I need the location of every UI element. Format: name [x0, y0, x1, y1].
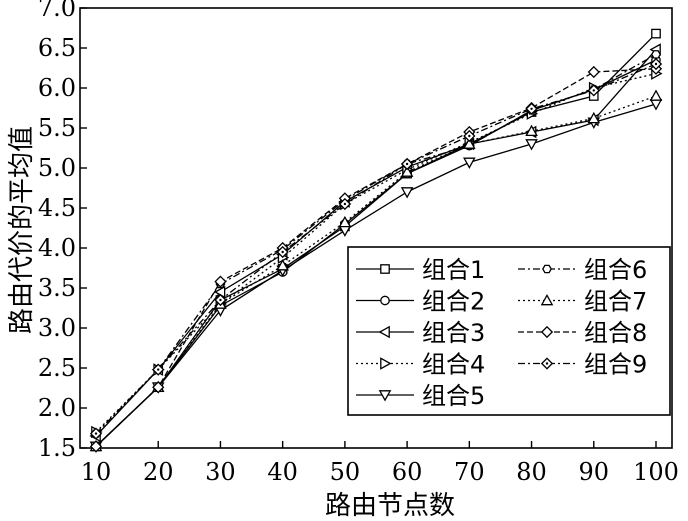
series-layer: [89, 28, 663, 453]
series-8-point: [152, 381, 165, 394]
series-9-point-center: [530, 107, 533, 111]
legend-item: 组合5: [356, 382, 485, 410]
legend-marker-center: [545, 362, 549, 365]
y-tick-label: 6.0: [38, 74, 76, 102]
x-tick-label: 70: [454, 458, 485, 486]
series-7-point: [525, 124, 538, 137]
y-tick-label: 5.5: [38, 114, 76, 142]
series-9-line: [95, 63, 657, 435]
legend-label: 组合4: [422, 351, 485, 379]
series-9-point-center: [94, 432, 98, 435]
series-9-point-center: [405, 162, 409, 166]
legend-label: 组合9: [584, 351, 647, 379]
series-6-point: [651, 50, 661, 59]
legend-item: 组合2: [356, 288, 485, 316]
series-8-point: [214, 275, 227, 288]
y-tick-label: 4.0: [38, 234, 76, 262]
legend-label: 组合2: [422, 288, 485, 316]
series-6-line: [95, 53, 657, 435]
y-axis: 1.5 2.0 2.5 3.0 3.5 4.0 4.5 5.0 5.5 6.0 6.5 7.0: [38, 0, 87, 462]
plot-frame: [79, 7, 673, 449]
legend-item: 组合7: [518, 288, 647, 316]
legend-item: 组合9: [518, 351, 647, 379]
legend-marker: [540, 325, 554, 339]
series-7-point: [463, 137, 476, 149]
series-1-point: [651, 28, 661, 39]
series-9-point-center: [343, 202, 347, 206]
series-9-point-center: [281, 250, 284, 254]
x-tick-label: 30: [205, 458, 236, 486]
legend-item: 组合6: [518, 256, 647, 284]
y-tick-label: 3.5: [38, 274, 76, 302]
legend-item: 组合8: [518, 319, 647, 347]
legend-marker: [380, 357, 392, 370]
legend-label: 组合6: [584, 256, 647, 284]
legend: 组合1 组合2 组合3 组合4 组合5 组合6 组合7 组合8 组合9: [347, 246, 671, 416]
series-1-line: [95, 33, 657, 447]
legend-marker: [378, 325, 390, 339]
x-tick-label: 10: [81, 458, 112, 486]
series-9: [89, 57, 663, 440]
x-tick-label: 60: [392, 458, 423, 486]
legend-item: 组合3: [356, 319, 485, 347]
series-8-point: [89, 440, 103, 453]
y-tick-label: 2.5: [38, 354, 76, 382]
y-tick-label: 7.0: [38, 0, 76, 22]
y-axis-title: 路由代价的平均值: [7, 126, 37, 334]
series-7-point: [587, 111, 601, 124]
series-5-point: [463, 157, 476, 169]
series-9-point-center: [219, 298, 222, 302]
legend-marker: [542, 264, 552, 274]
x-tick-label: 90: [579, 458, 610, 486]
x-axis: 10 20 30 40 50 60 70 80 90 100: [81, 441, 679, 486]
series-5-point: [400, 187, 414, 199]
legend-item: 组合1: [356, 256, 485, 284]
series-9-point-center: [157, 368, 160, 371]
legend-label: 组合8: [584, 319, 647, 347]
legend-marker: [378, 390, 392, 402]
legend-label: 组合1: [422, 256, 485, 284]
y-tick-label: 3.0: [38, 314, 76, 342]
legend-label: 组合3: [422, 319, 485, 347]
x-tick-label: 40: [267, 458, 298, 486]
legend-item: 组合4: [356, 351, 485, 379]
series-9-point-center: [468, 134, 471, 138]
legend-box: [347, 246, 671, 416]
plot-border: [79, 7, 673, 449]
series-5-point: [525, 139, 538, 151]
x-tick-label: 80: [516, 458, 547, 486]
y-tick-label: 1.5: [38, 434, 76, 462]
series-5-line: [95, 103, 657, 447]
legend-marker: [540, 293, 554, 306]
x-tick-label: 50: [330, 458, 361, 486]
legend-marker: [380, 295, 390, 306]
y-tick-label: 5.0: [38, 154, 76, 182]
x-axis-title: 路由节点数: [325, 491, 455, 521]
legend-label: 组合5: [422, 382, 485, 410]
y-tick-label: 2.0: [38, 394, 76, 422]
y-tick-label: 4.5: [38, 194, 76, 222]
series-7-point: [400, 165, 414, 177]
series-7-point: [276, 259, 289, 271]
series-8-point: [587, 65, 600, 79]
series-7-point: [649, 89, 663, 101]
series-9-point-center: [592, 89, 595, 92]
legend-marker: [380, 264, 390, 274]
x-tick-label: 20: [143, 458, 174, 486]
x-tick-label: 100: [633, 458, 679, 486]
series-7-point: [338, 215, 352, 228]
legend-label: 组合7: [584, 288, 647, 316]
series-9-point-center: [654, 62, 658, 66]
y-tick-label: 6.5: [38, 34, 76, 62]
